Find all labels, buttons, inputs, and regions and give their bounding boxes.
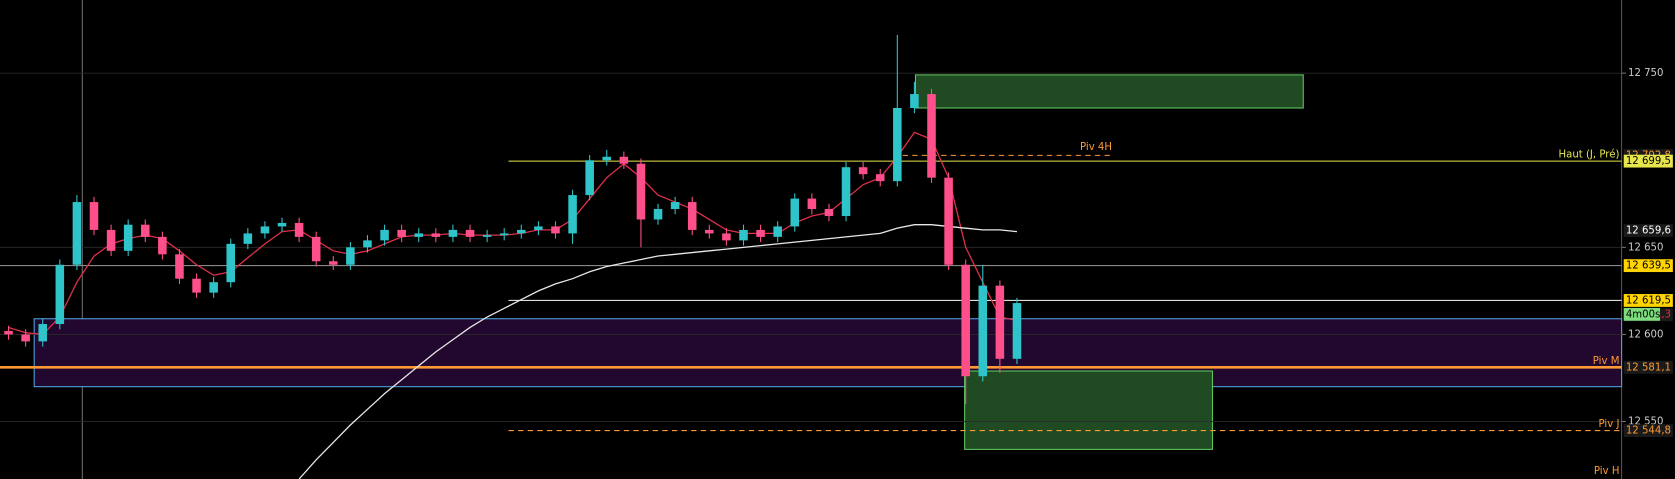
y-tick-label: 12 550	[1628, 417, 1663, 428]
candle-body	[619, 156, 629, 164]
candle-body	[670, 202, 680, 210]
candle-body	[89, 202, 99, 230]
candle-body	[824, 209, 834, 216]
candle-body	[1012, 303, 1022, 359]
candle-body	[910, 94, 919, 108]
price-badge	[1623, 154, 1673, 168]
candle-body	[858, 167, 868, 175]
candle-body	[226, 243, 236, 283]
candle-body	[465, 229, 475, 237]
level-name: Haut (J, Pré)	[1559, 149, 1620, 161]
candle-body	[517, 229, 526, 234]
candle-body	[209, 282, 218, 293]
candle-body	[807, 198, 817, 210]
candle-body	[431, 233, 441, 237]
y-tick-label: 12 650	[1628, 242, 1663, 253]
candle-body	[106, 229, 116, 251]
candle-body	[995, 285, 1005, 359]
candle-body	[72, 202, 82, 265]
candle-body	[944, 177, 953, 265]
candle-body	[636, 163, 646, 220]
candle-body	[4, 330, 13, 335]
price-badge	[1623, 360, 1673, 374]
candle-body	[927, 94, 936, 178]
candle-body	[534, 226, 543, 230]
zone	[964, 370, 1213, 450]
price-badge-label: 12 619,5	[1626, 295, 1671, 306]
candle-body	[961, 264, 970, 377]
candle-body	[653, 209, 663, 220]
countdown-label: 4m00s	[1626, 309, 1661, 320]
candle-body	[397, 229, 406, 237]
candle-body	[38, 323, 48, 342]
candle-body	[687, 202, 697, 230]
price-badge-label: 12 659,6	[1626, 226, 1671, 237]
candle-body	[602, 156, 612, 161]
candle-body	[380, 229, 389, 241]
level-name: Piv H	[1594, 466, 1620, 477]
level-name: Piv M	[1593, 356, 1620, 367]
candle-body	[414, 233, 424, 237]
candle-body	[21, 334, 30, 342]
price-badge	[1623, 294, 1673, 307]
candle-body	[705, 229, 714, 234]
candle-body	[790, 198, 800, 227]
candle-body	[568, 195, 577, 234]
candle-body	[311, 236, 321, 262]
candle-body	[175, 254, 184, 279]
candle-body	[243, 233, 253, 244]
candle-body	[448, 229, 458, 237]
moving-average	[298, 224, 1018, 479]
candle-body	[585, 160, 594, 196]
level-name: Piv J	[1599, 419, 1620, 430]
candle-body	[551, 226, 560, 234]
candle-body	[329, 261, 338, 265]
candle-body	[893, 107, 902, 182]
zone	[914, 74, 1304, 109]
price-badge	[1623, 424, 1673, 437]
candle-body	[192, 278, 201, 293]
candle-body	[294, 222, 304, 237]
candle-body	[739, 229, 748, 241]
price-badge	[1623, 259, 1673, 273]
price-badge-label: 12 544,8	[1626, 426, 1671, 437]
price-badge-label: 12 639,5	[1626, 261, 1671, 272]
zone	[33, 318, 1623, 388]
candle-body	[363, 240, 372, 248]
candle-body	[978, 285, 988, 377]
candle-body	[123, 224, 133, 251]
candle-body	[141, 224, 150, 237]
candle-body	[277, 222, 287, 227]
candle-body	[260, 226, 270, 234]
candle-body	[841, 167, 851, 216]
candle-body	[756, 229, 765, 237]
candle-body	[158, 236, 167, 255]
candle-body	[499, 233, 509, 236]
countdown-badge	[1623, 307, 1661, 321]
price-badge	[1623, 224, 1673, 238]
candle-body	[722, 233, 731, 241]
price-badge-label: 12 699,5	[1626, 156, 1671, 167]
candle-body	[55, 264, 65, 324]
candle-body	[773, 226, 782, 237]
y-tick-label: 12 750	[1628, 68, 1663, 79]
candle-body	[875, 174, 885, 182]
candle-body	[482, 235, 492, 237]
price-badge-label: 12 581,1	[1626, 362, 1671, 373]
y-tick-label: 12 600	[1628, 329, 1663, 340]
candle-body	[346, 247, 355, 265]
level-name: Piv 4H	[1080, 142, 1112, 153]
